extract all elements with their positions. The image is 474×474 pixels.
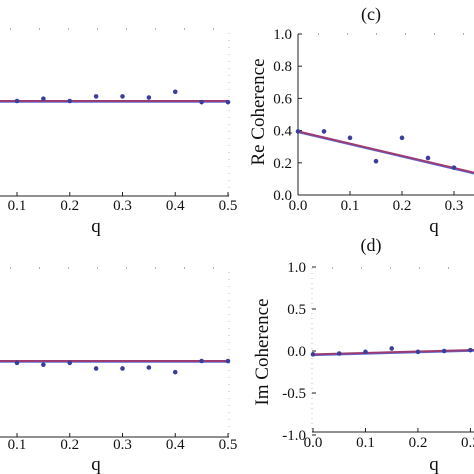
panel-c-label: (c) bbox=[361, 4, 381, 25]
panel-a-data-point bbox=[172, 89, 178, 95]
panel-b-data-point bbox=[14, 360, 20, 366]
panel-d-x-tick-label: 0.2 bbox=[409, 435, 428, 451]
panel-c-y-tick-label: 0.8 bbox=[273, 59, 292, 75]
panel-d-data-point bbox=[389, 346, 395, 351]
panel-c-x-tick-label: 0.1 bbox=[341, 198, 360, 214]
panel-c-y-tick-label: 0.2 bbox=[273, 156, 292, 172]
panel-a-data-point bbox=[120, 94, 125, 99]
panel-a-data-point bbox=[146, 95, 152, 100]
panel-a-data-point bbox=[225, 99, 231, 105]
panel-b-x-tick-label: 0.1 bbox=[8, 437, 27, 453]
panel-b-data-point bbox=[146, 365, 152, 370]
panel-c-x-tick-label: 0.3 bbox=[445, 198, 464, 214]
panel-c-y-tick-label: 1.0 bbox=[273, 27, 292, 43]
panel-a-x-axis-title: q bbox=[91, 216, 101, 237]
panel-c-data-point bbox=[425, 155, 431, 161]
panel-c-y-tick-label: 0.0 bbox=[273, 188, 292, 204]
panel-b-data-point bbox=[93, 366, 99, 371]
panel-a-data-point bbox=[93, 94, 99, 99]
panel-d-y-tick-label: -0.5 bbox=[282, 386, 306, 402]
panel-a-x-tick-label: 0.2 bbox=[60, 198, 79, 214]
panel-a-x-tick-label: 0.4 bbox=[166, 198, 185, 214]
panel-b-data-point bbox=[41, 362, 46, 368]
panel-d-data-point bbox=[363, 349, 368, 355]
panel-c-data-point bbox=[373, 158, 379, 164]
panel-a-x-tick-label: 0.5 bbox=[219, 198, 238, 214]
panel-c-x-tick-label: 0.0 bbox=[289, 198, 308, 214]
panel-d-x-tick-label: 0.1 bbox=[356, 435, 375, 451]
panel-d-label: (d) bbox=[361, 235, 382, 256]
panel-b-x-tick-label: 0.2 bbox=[60, 437, 79, 453]
panel-c-data-point bbox=[347, 135, 353, 141]
panel-d-y-tick-label: 0.5 bbox=[287, 302, 306, 318]
panel-c-data-point bbox=[321, 129, 327, 134]
panel-d-data-point bbox=[310, 352, 316, 357]
panel-c-y-tick-label: 0.4 bbox=[273, 124, 292, 140]
panel-c-y-axis-title: Re Coherence bbox=[248, 58, 269, 165]
panel-d-y-tick-label: -1.0 bbox=[282, 428, 306, 444]
panel-d-data-point bbox=[336, 351, 342, 356]
panel-d-y-tick-label: 1.0 bbox=[287, 260, 306, 276]
panel-c-x-tick-label: 0.2 bbox=[393, 198, 412, 214]
panel-b-x-tick-label: 0.3 bbox=[113, 437, 132, 453]
panel-c-x-axis-title: q bbox=[429, 216, 439, 237]
panel-d-data-point bbox=[441, 348, 447, 354]
panel-a-data-point bbox=[41, 96, 46, 101]
panel-d-data-point bbox=[468, 347, 473, 353]
panel-b-x-tick-label: 0.5 bbox=[219, 437, 238, 453]
panel-b-x-tick-label: 0.4 bbox=[166, 437, 185, 453]
panel-a-data-point bbox=[67, 98, 73, 104]
panel-a-x-tick-label: 0.3 bbox=[113, 198, 132, 214]
panel-b-data-point bbox=[225, 358, 231, 364]
panel-a-x-tick-label: 0.1 bbox=[8, 198, 27, 214]
panel-d-data-point bbox=[415, 349, 421, 355]
panel-b-data-point bbox=[199, 358, 204, 364]
panel-d-y-tick-label: 0.0 bbox=[287, 344, 306, 360]
panel-d-y-axis-title: Im Coherence bbox=[252, 298, 273, 405]
panel-c-fit-line bbox=[297, 130, 474, 174]
panel-b-data-point bbox=[172, 369, 178, 375]
panel-c-data-point bbox=[295, 129, 301, 134]
panel-c-data-point bbox=[451, 165, 457, 170]
panel-c-data-point bbox=[399, 135, 405, 141]
panel-b-data-point bbox=[120, 366, 125, 371]
panel-b-x-axis-title: q bbox=[91, 454, 101, 474]
panel-d-x-tick-label: 0.0 bbox=[304, 435, 323, 451]
panel-a-data-point bbox=[199, 99, 204, 105]
panel-d-x-tick-label: 0.3 bbox=[461, 435, 474, 451]
panel-c-y-tick-label: 0.6 bbox=[273, 91, 292, 107]
panel-b-data-point bbox=[67, 360, 73, 366]
panel-d-x-axis-title: q bbox=[429, 454, 439, 474]
panel-a-data-point bbox=[14, 98, 20, 104]
